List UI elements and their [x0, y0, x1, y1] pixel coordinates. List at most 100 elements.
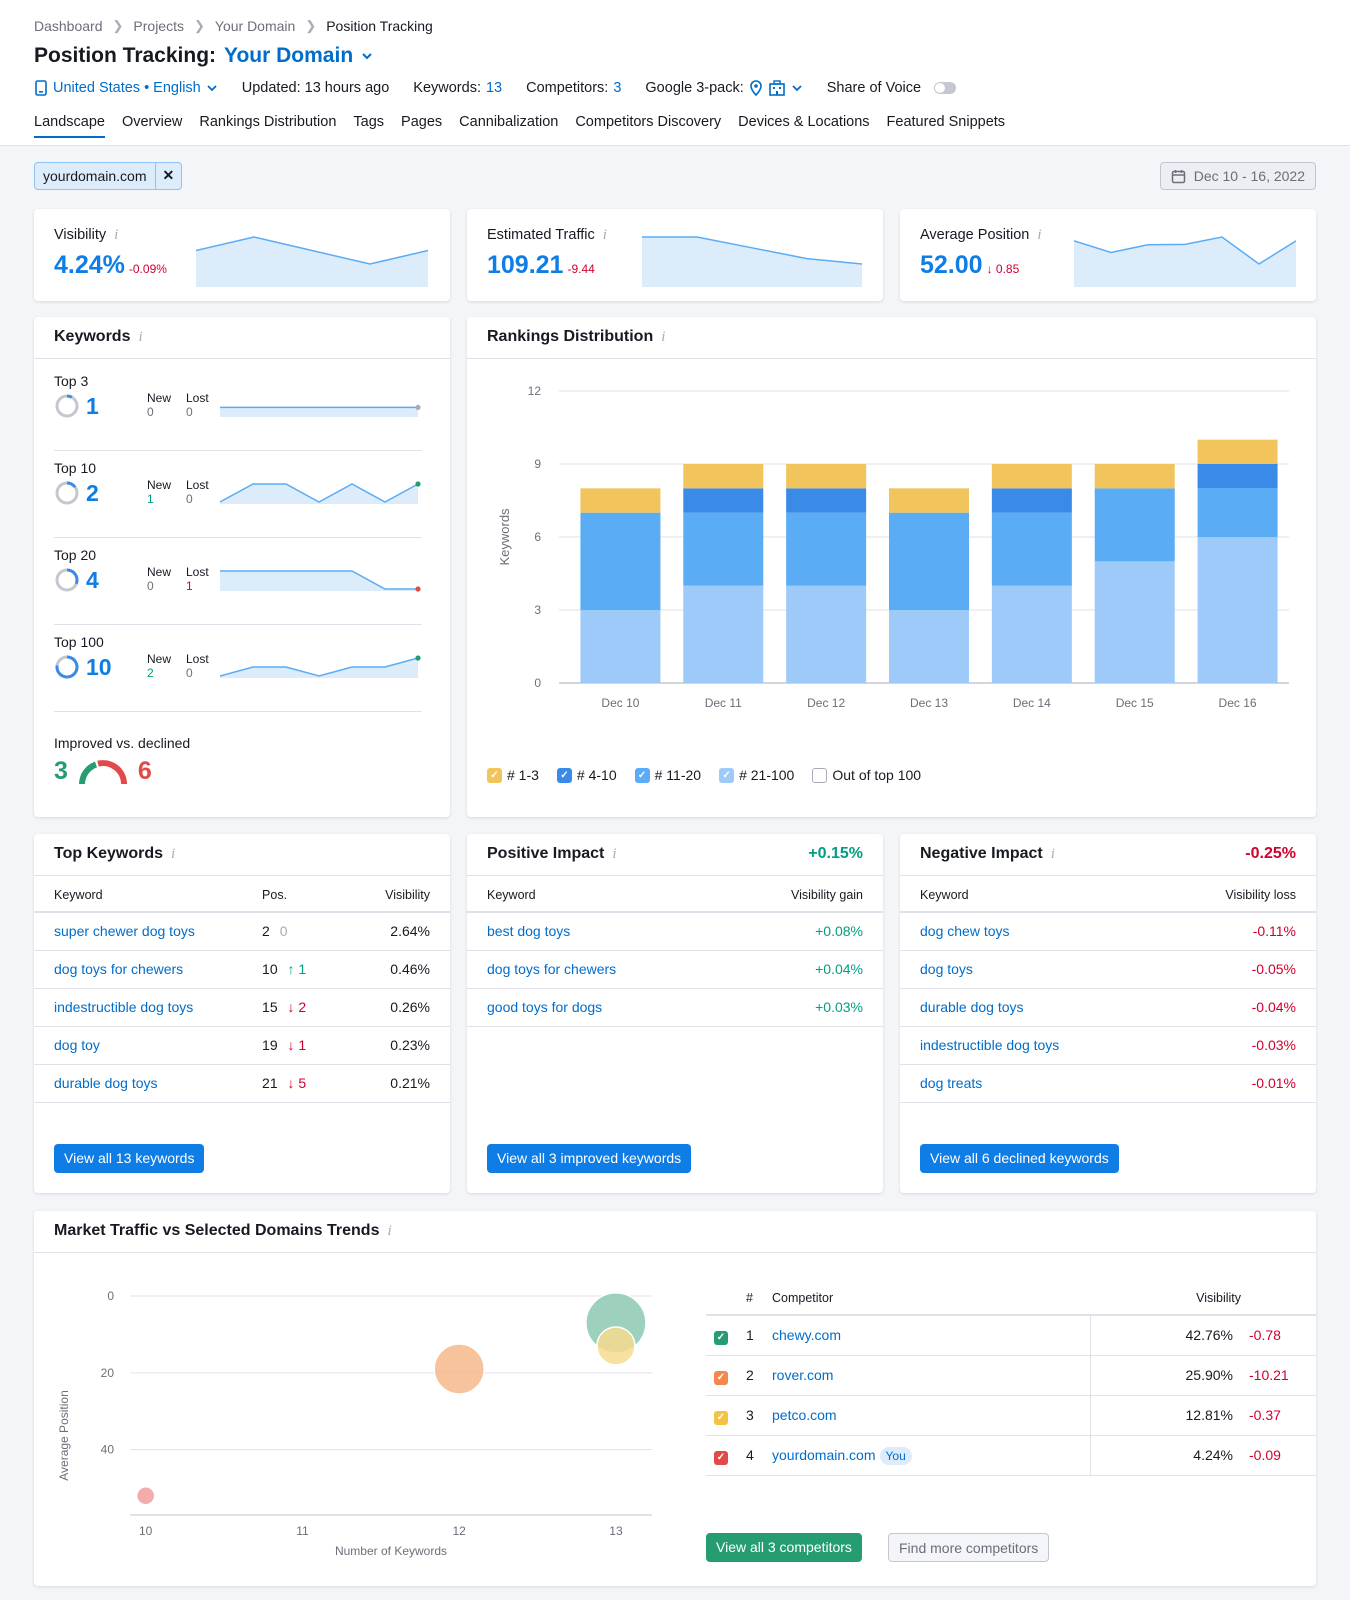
keyword-link[interactable]: dog toys for chewers	[487, 961, 617, 977]
checkbox-icon[interactable]: ✓	[719, 767, 735, 783]
bucket-count[interactable]: 2	[86, 480, 99, 506]
donut-track	[55, 394, 79, 418]
bubble-yourdomain-com	[135, 1486, 156, 1506]
keyword-link[interactable]: durable dog toys	[920, 999, 1024, 1015]
competitor-link[interactable]: chewy.com	[772, 1327, 841, 1344]
table-row: good toys for dogs +0.03%	[467, 988, 883, 1027]
find-more-competitors-button[interactable]: Find more competitors	[888, 1533, 1050, 1562]
col-visibility[interactable]: Visibility	[342, 876, 450, 913]
checkbox-icon[interactable]: ✓	[487, 767, 502, 783]
info-icon[interactable]: i	[602, 227, 607, 243]
info-icon[interactable]: i	[114, 227, 119, 243]
view-improved-keywords-button[interactable]: View all 3 improved keywords	[487, 1144, 692, 1173]
info-icon[interactable]: i	[612, 846, 617, 862]
x-tick-label: 10	[139, 1524, 153, 1538]
view-all-competitors-button[interactable]: View all 3 competitors	[706, 1533, 862, 1562]
legend-item-out-of-top-100[interactable]: Out of top 100	[812, 767, 921, 783]
keyword-link[interactable]: indestructible dog toys	[920, 1037, 1060, 1053]
keyword-link[interactable]: indestructible dog toys	[54, 999, 194, 1015]
col-position[interactable]: Pos.	[262, 876, 343, 913]
keyword-link[interactable]: dog toys for chewers	[54, 961, 184, 977]
domain-filter-chip[interactable]: yourdomain.com ✕	[34, 162, 183, 190]
domain-selector[interactable]: Your Domain	[224, 44, 354, 67]
keyword-bucket-top-100[interactable]: Top 100 10 New 2 Lost 0	[54, 626, 422, 712]
competitor-link[interactable]: rover.com	[772, 1367, 834, 1383]
sparkline-line	[220, 570, 418, 590]
competitor-link[interactable]: petco.com	[772, 1407, 837, 1423]
top-keywords-card: Top Keywords i Keyword Pos. Visibility su…	[34, 834, 450, 1193]
checkbox-icon[interactable]: ✓	[714, 1451, 728, 1465]
col-keyword[interactable]: Keyword	[467, 876, 718, 913]
tab-overview[interactable]: Overview	[121, 114, 183, 130]
bucket-count[interactable]: 10	[86, 654, 112, 680]
checkbox-icon[interactable]: ✓	[714, 1411, 728, 1425]
breadcrumb-projects[interactable]: Projects	[133, 18, 184, 34]
updated-status: Updated: 13 hours ago	[242, 80, 390, 96]
legend-item-21-100[interactable]: ✓ # 21-100	[719, 767, 794, 783]
tab-landscape[interactable]: Landscape	[34, 114, 105, 138]
legend-item-1-3[interactable]: ✓ # 1-3	[487, 767, 539, 783]
keyword-link[interactable]: durable dog toys	[54, 1075, 158, 1091]
col-keyword[interactable]: Keyword	[34, 876, 263, 913]
date-range-picker[interactable]: Dec 10 - 16, 2022	[1159, 162, 1316, 190]
google-3-pack[interactable]: Google 3-pack:	[645, 80, 802, 96]
bucket-count[interactable]: 4	[86, 567, 99, 593]
x-tick-label: Dec 16	[1219, 696, 1257, 710]
info-icon[interactable]: i	[661, 329, 666, 345]
tab-competitors-discovery[interactable]: Competitors Discovery	[575, 114, 722, 130]
checkbox-icon[interactable]: ✓	[556, 767, 572, 783]
negative-impact-header: Negative Impact i -0.25%	[900, 834, 1316, 876]
keyword-link[interactable]: dog toys	[920, 961, 973, 977]
legend-item-11-20[interactable]: ✓ # 11-20	[634, 767, 701, 783]
info-icon[interactable]: i	[138, 329, 143, 345]
sparkline-line	[196, 236, 428, 265]
col-competitor[interactable]: Competitor	[772, 1279, 1091, 1316]
tab-cannibalization[interactable]: Cannibalization	[459, 114, 559, 130]
keyword-link[interactable]: dog treats	[920, 1075, 983, 1091]
view-declined-keywords-button[interactable]: View all 6 declined keywords	[920, 1144, 1119, 1173]
bucket-count[interactable]: 1	[86, 393, 99, 419]
tab-rankings-distribution[interactable]: Rankings Distribution	[199, 114, 337, 130]
checkbox-icon[interactable]	[812, 767, 828, 783]
checkbox-icon[interactable]: ✓	[714, 1371, 728, 1385]
keyword-link[interactable]: good toys for dogs	[487, 999, 603, 1015]
competitors-count-link[interactable]: 3	[613, 80, 622, 96]
info-icon[interactable]: i	[387, 1223, 392, 1239]
keywords-count-link[interactable]: 13	[485, 80, 503, 96]
keyword-link[interactable]: best dog toys	[487, 923, 571, 940]
keyword-bucket-top-20[interactable]: Top 20 4 New 0 Lost 1	[54, 539, 422, 625]
calendar-icon	[1171, 169, 1185, 183]
keyword-link[interactable]: dog toy	[54, 1037, 100, 1053]
share-of-voice-toggle[interactable]	[934, 82, 957, 94]
info-icon[interactable]: i	[1037, 227, 1042, 243]
col-visibility-loss[interactable]: Visibility loss	[1157, 876, 1316, 913]
sparkline-line	[1074, 236, 1296, 265]
keyword-link[interactable]: super chewer dog toys	[54, 923, 195, 940]
location-selector[interactable]: United States • English	[34, 80, 218, 96]
info-icon[interactable]: i	[1050, 846, 1055, 862]
col-visibility[interactable]: Visibility	[1090, 1279, 1316, 1316]
keyword-bucket-top-10[interactable]: Top 10 2 New 1 Lost 0	[54, 452, 422, 538]
keyword-link[interactable]: dog chew toys	[920, 923, 1010, 940]
breadcrumb-dashboard[interactable]: Dashboard	[34, 18, 103, 34]
checkbox-icon[interactable]: ✓	[634, 767, 650, 783]
keyword-bucket-top-3[interactable]: Top 3 1 New 0 Lost 0	[54, 365, 422, 451]
tab-tags[interactable]: Tags	[353, 114, 385, 130]
info-icon[interactable]: i	[171, 846, 176, 862]
checkbox-icon[interactable]: ✓	[714, 1331, 728, 1346]
tab-devices-locations[interactable]: Devices & Locations	[738, 114, 870, 130]
legend-item-4-10[interactable]: ✓ # 4-10	[556, 767, 617, 783]
col-keyword[interactable]: Keyword	[900, 876, 1158, 913]
view-all-keywords-button[interactable]: View all 13 keywords	[54, 1144, 205, 1173]
tab-pages[interactable]: Pages	[401, 114, 443, 130]
chevron-down-icon[interactable]	[361, 50, 373, 62]
table-row: best dog toys +0.08%	[467, 912, 883, 951]
col-visibility-gain[interactable]: Visibility gain	[717, 876, 883, 913]
tab-featured-snippets[interactable]: Featured Snippets	[886, 114, 1006, 130]
close-icon[interactable]: ✕	[154, 163, 182, 189]
position-change: 0	[279, 923, 288, 940]
competitor-link[interactable]: yourdomain.com	[772, 1447, 876, 1463]
col-rank[interactable]: #	[746, 1279, 772, 1316]
breadcrumb-your-domain[interactable]: Your Domain	[214, 18, 296, 34]
x-tick-label: Dec 14	[1013, 696, 1051, 710]
